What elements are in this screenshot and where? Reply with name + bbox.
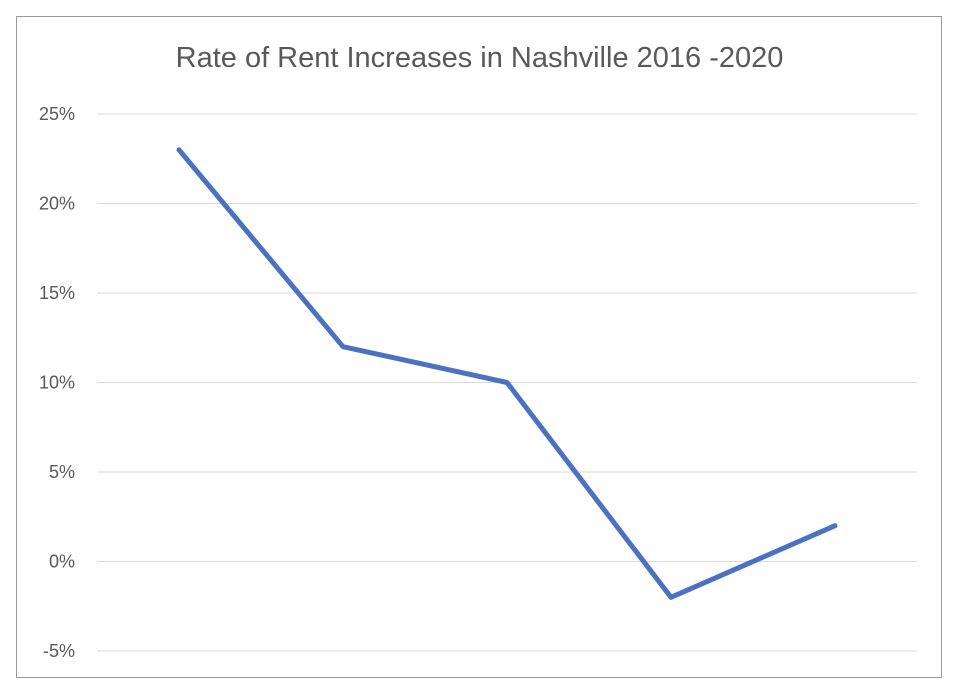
chart-frame [16, 16, 942, 678]
y-tick-label: 20% [39, 194, 75, 214]
y-tick-label: 5% [49, 462, 75, 482]
y-tick-label: 10% [39, 373, 75, 393]
y-tick-label: 25% [39, 104, 75, 124]
gridlines [97, 113, 917, 652]
y-tick-labels: 25% 20% 15% 10% 5% 0% -5% [39, 104, 75, 661]
y-tick-label: 0% [49, 552, 75, 572]
chart-title: Rate of Rent Increases in Nashville 2016… [175, 42, 784, 74]
series-line [176, 147, 838, 600]
series-group [176, 147, 838, 600]
y-tick-label: 15% [39, 283, 75, 303]
y-tick-label: -5% [43, 641, 75, 661]
